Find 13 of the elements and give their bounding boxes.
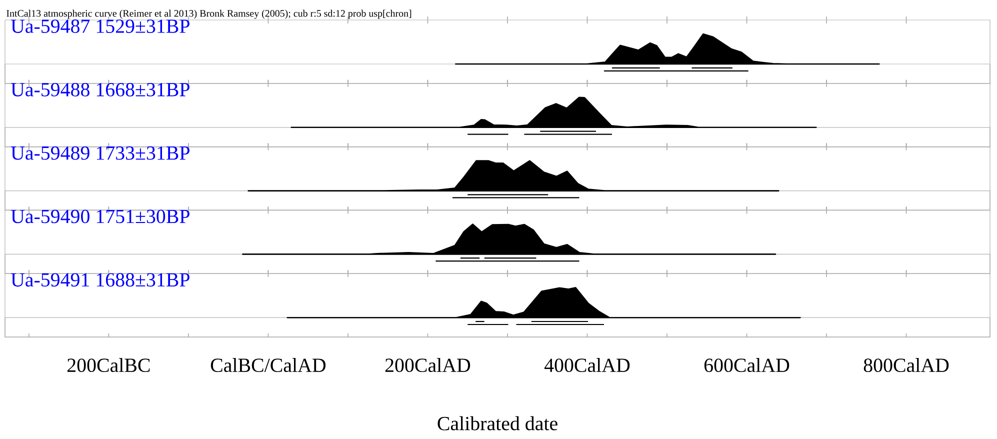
- chart-title: Ua-59489 1733±31BP: [10, 146, 190, 160]
- x-tick-label: 800CalAD: [864, 358, 949, 372]
- x-tick-label: CalBC/CalAD: [210, 358, 326, 372]
- x-axis-title: Calibrated date: [438, 416, 558, 430]
- x-tick-label: 400CalAD: [544, 358, 630, 372]
- x-tick-label: 600CalAD: [704, 358, 790, 372]
- chart-title: Ua-59491 1688±31BP: [10, 273, 190, 287]
- chart-title: Ua-59488 1668±31BP: [10, 82, 190, 96]
- chart-title: Ua-59487 1529±31BP: [10, 20, 190, 33]
- x-tick-label: 200CalBC: [67, 358, 150, 372]
- text: IntCal13 atmospheric curve (Reimer et al 2013) Bronk Ramsey (2005); cub r:5 sd:12 prob usp[chron]: [6, 10, 412, 19]
- x-tick-label: 200CalAD: [385, 358, 470, 372]
- chart-title: Ua-59490 1751±30BP: [10, 210, 190, 224]
